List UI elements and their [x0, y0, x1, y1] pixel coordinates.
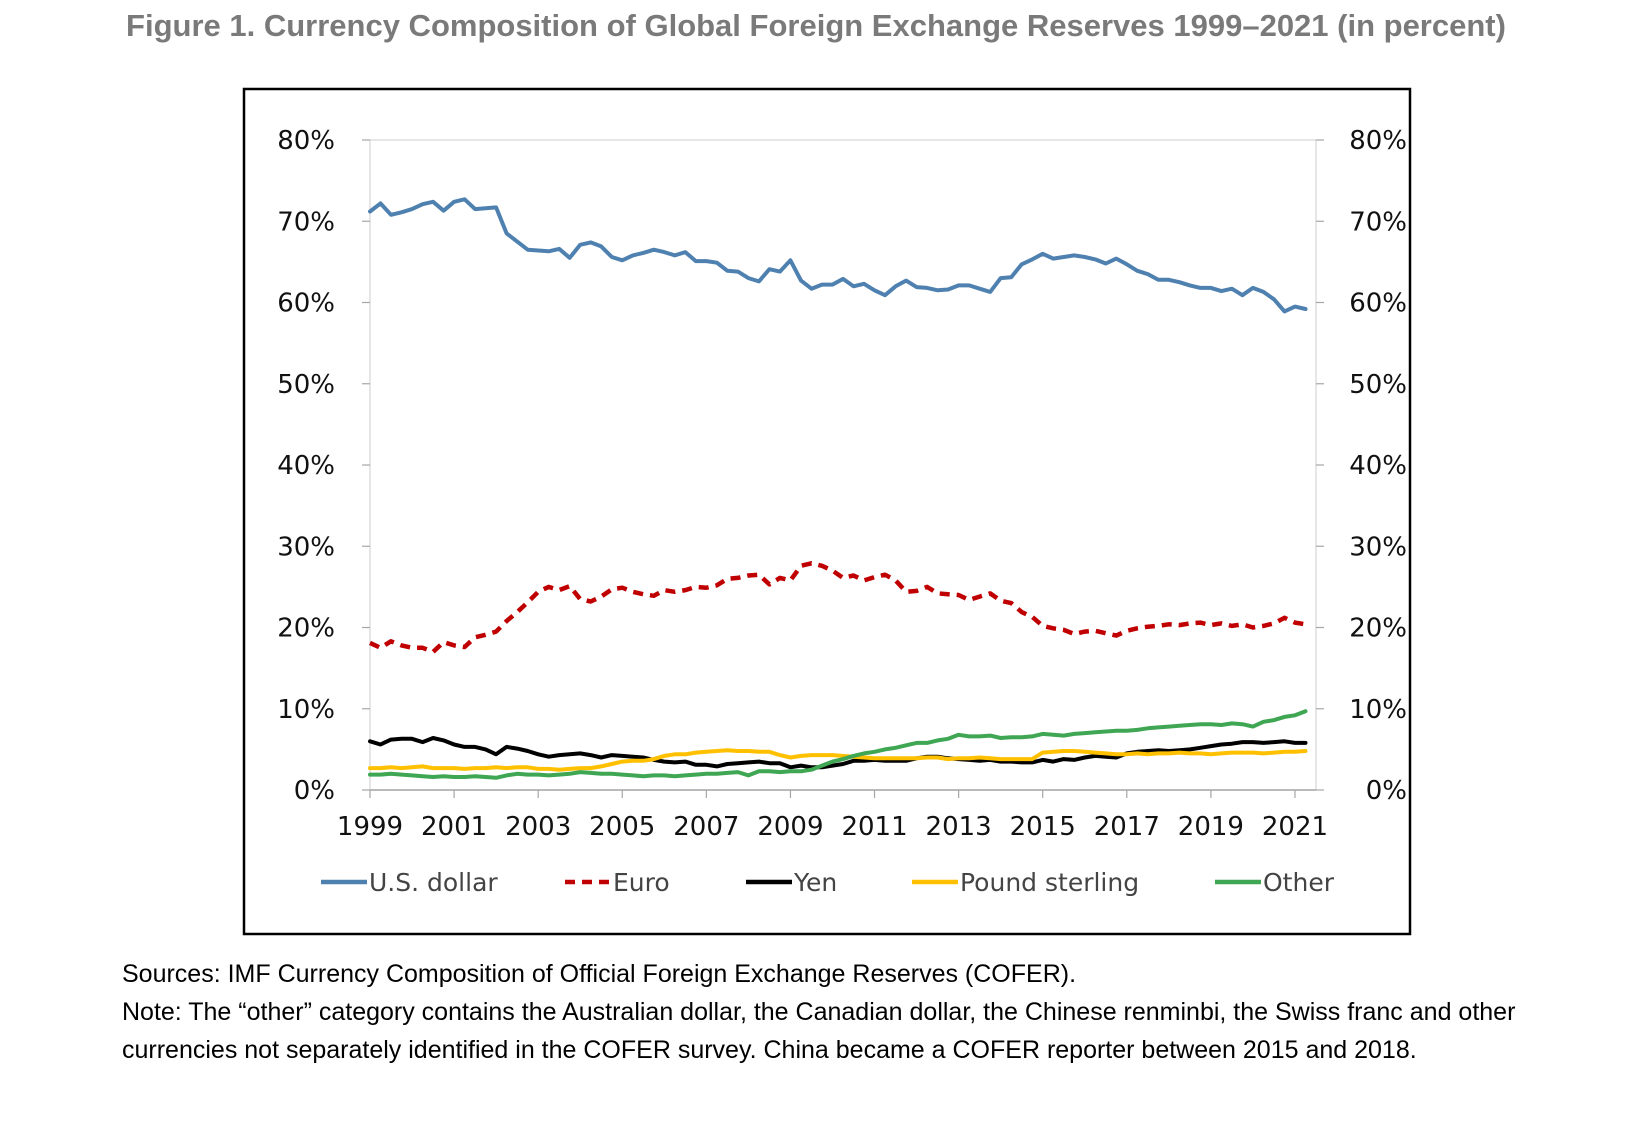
x-tick-label: 2017: [1094, 812, 1160, 842]
y-tick-label-right: 60%: [1349, 289, 1407, 319]
x-tick-label: 2011: [841, 812, 907, 842]
x-tick-label: 2001: [421, 812, 487, 842]
legend-label-pound-sterling: Pound sterling: [960, 868, 1139, 897]
series-line-u-s-dollar: [368, 197, 1308, 314]
note-text: Note: The “other” category contains the …: [122, 998, 1516, 1064]
legend-label-yen: Yen: [793, 868, 837, 897]
figure-notes: Sources: IMF Currency Composition of Off…: [122, 955, 1602, 1069]
y-tick-label-left: 0%: [294, 776, 335, 806]
y-tick-label-right: 70%: [1349, 207, 1407, 237]
x-tick-label: 2009: [757, 812, 823, 842]
x-tick-label: 2013: [926, 812, 992, 842]
figure-title: Figure 1. Currency Composition of Global…: [126, 8, 1506, 43]
axes: 1999 2001 2003 2005 2007 2009 2011 2013 2015 2017…: [277, 126, 1407, 842]
series-line-euro: [369, 561, 1306, 655]
x-tick-label: 2007: [673, 812, 739, 842]
legend-label-u-s-dollar: U.S. dollar: [369, 868, 498, 897]
sources-text: Sources: IMF Currency Composition of Off…: [122, 960, 1077, 988]
y-tick-label-left: 80%: [277, 126, 335, 156]
y-tick-label-left: 20%: [277, 614, 335, 644]
x-tick-label: 2021: [1262, 812, 1328, 842]
series-line-yen: [368, 736, 1308, 770]
legend-label-euro: Euro: [613, 868, 670, 897]
x-tick-label: 2005: [589, 812, 655, 842]
y-tick-label-right: 0%: [1366, 776, 1407, 806]
y-tick-label-right: 50%: [1349, 370, 1407, 400]
y-tick-label-right: 40%: [1349, 451, 1407, 481]
y-tick-label-left: 30%: [277, 532, 335, 562]
y-tick-label-left: 70%: [277, 207, 335, 237]
x-tick-label: 2003: [505, 812, 571, 842]
y-tick-label-right: 10%: [1349, 695, 1407, 725]
x-tick-label: 2019: [1178, 812, 1244, 842]
series-line-other: [368, 709, 1308, 780]
series-line-pound-sterling: [368, 748, 1308, 772]
x-tick-label: 2015: [1010, 812, 1076, 842]
series-lines: [368, 197, 1308, 780]
x-tick-label: 1999: [337, 812, 403, 842]
y-tick-label-left: 10%: [277, 695, 335, 725]
y-tick-label-right: 80%: [1349, 126, 1407, 156]
y-tick-label-right: 20%: [1349, 614, 1407, 644]
y-tick-label-left: 50%: [277, 370, 335, 400]
y-tick-label-left: 40%: [277, 451, 335, 481]
chart-frame: [242, 87, 1412, 936]
y-tick-label-right: 30%: [1349, 532, 1407, 562]
legend-label-other: Other: [1263, 868, 1335, 897]
y-tick-label-left: 60%: [277, 289, 335, 319]
legend: U.S. dollar Euro Yen Pound sterling Other: [321, 868, 1335, 897]
